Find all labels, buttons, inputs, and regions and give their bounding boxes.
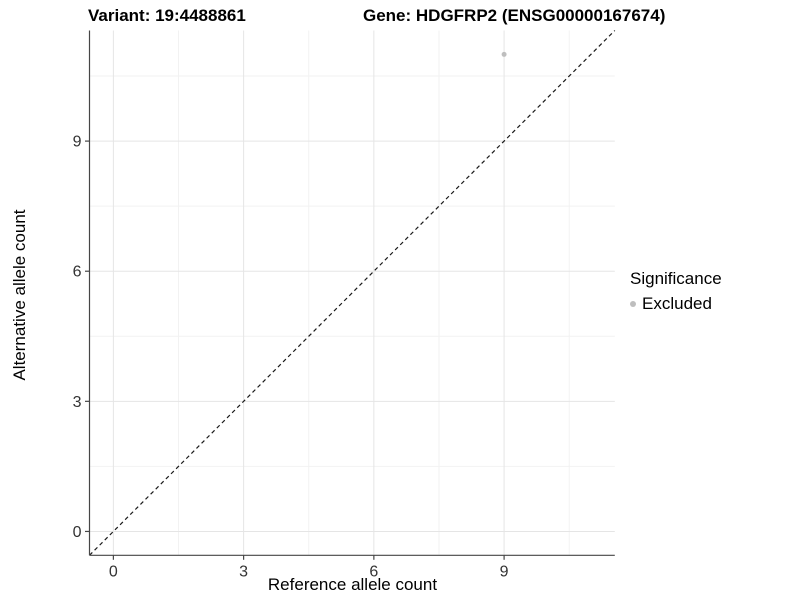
y-tick-label: 6 (73, 264, 82, 281)
x-tick-label: 3 (239, 563, 248, 580)
legend-title: Significance (630, 269, 722, 288)
x-tick-label: 0 (109, 563, 118, 580)
legend-item-label: Excluded (642, 294, 712, 313)
plot-title-variant: Variant: 19:4488861 (88, 6, 246, 25)
data-point (501, 51, 507, 57)
y-tick-label: 0 (73, 524, 82, 541)
legend-point-icon (630, 301, 636, 307)
y-tick-label: 3 (73, 394, 82, 411)
x-axis-label: Reference allele count (267, 575, 438, 594)
y-axis-label: Alternative allele count (10, 209, 29, 381)
plot-title-gene: Gene: HDGFRP2 (ENSG00000167674) (363, 6, 666, 25)
y-tick-label: 9 (73, 134, 82, 151)
x-tick-label: 9 (500, 563, 509, 580)
legend-item-excluded: Excluded (630, 294, 722, 314)
x-tick-label: 6 (369, 563, 378, 580)
identity-dashed-line (89, 30, 616, 556)
legend: Significance Excluded (630, 269, 722, 314)
